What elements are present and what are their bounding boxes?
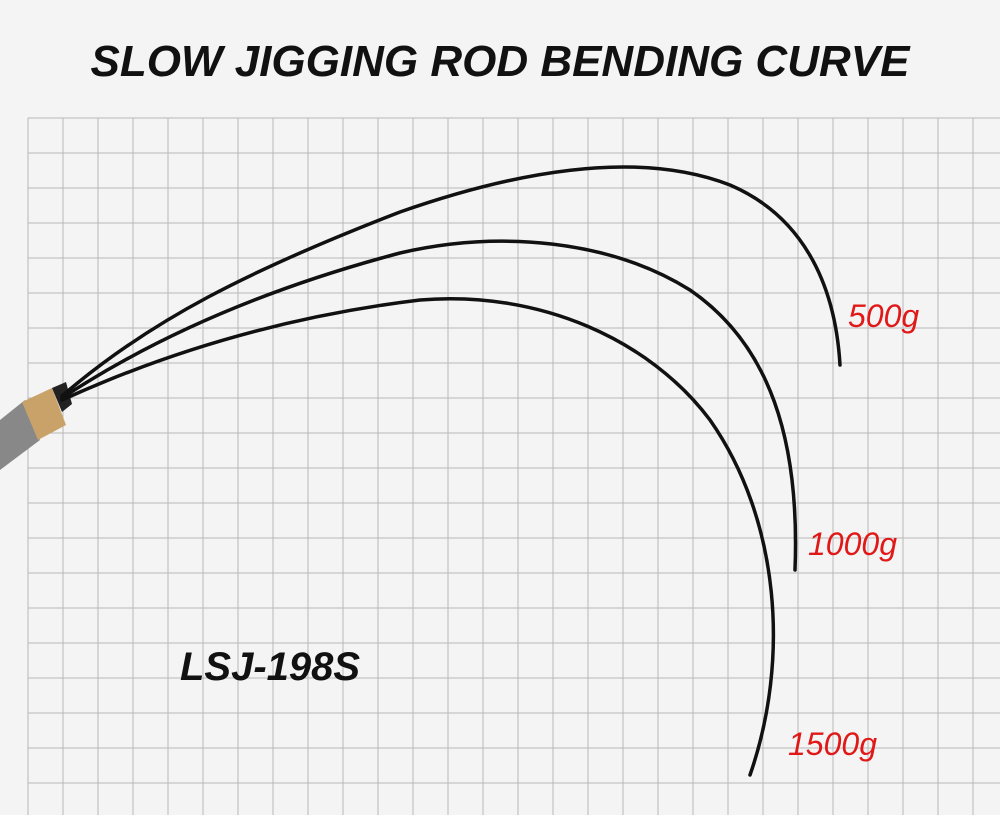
load-label: 1500g bbox=[788, 726, 877, 762]
model-label: LSJ-198S bbox=[180, 645, 360, 689]
grid bbox=[27, 117, 1000, 815]
rod-handle bbox=[0, 382, 72, 470]
load-label: 1000g bbox=[808, 526, 897, 562]
rod-curves bbox=[60, 165, 842, 777]
curve-1500g bbox=[60, 297, 776, 777]
curve-500g bbox=[60, 165, 842, 398]
title: SLOW JIGGING ROD BENDING CURVE bbox=[91, 37, 912, 86]
curve-1000g bbox=[60, 239, 798, 572]
load-label: 500g bbox=[848, 298, 919, 334]
